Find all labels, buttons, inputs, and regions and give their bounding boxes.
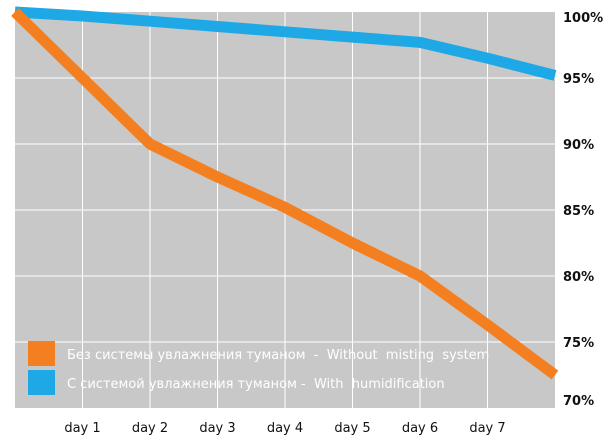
- x-tick-label-day-7: day 7: [469, 421, 505, 436]
- data-point-with-humidification-3: [217, 26, 218, 28]
- data-point-with-humidification-4: [284, 31, 286, 33]
- data-point-with-humidification-6: [419, 41, 421, 43]
- series-lines: [11, 6, 559, 380]
- y-tick-label-80: 80%: [563, 270, 594, 285]
- legend-swatch-with-humidification: [28, 370, 55, 395]
- x-tick-label-day-5: day 5: [334, 421, 370, 436]
- x-tick-label-day-4: day 4: [267, 421, 303, 436]
- data-point-without-misting-3: [217, 176, 218, 178]
- data-point-without-misting-1: [82, 77, 83, 79]
- y-tick-label-85: 85%: [563, 204, 594, 219]
- x-tick-label-day-2: day 2: [132, 421, 168, 436]
- data-point-without-misting-4: [284, 206, 286, 208]
- y-tick-label-75: 75%: [563, 336, 594, 351]
- data-point-with-humidification-2: [149, 20, 151, 22]
- data-point-without-misting-7: [487, 324, 488, 326]
- y-tick-label-95: 95%: [563, 72, 594, 87]
- data-point-without-misting-2: [149, 143, 151, 145]
- data-point-without-misting-0: [14, 11, 16, 13]
- data-point-with-humidification-8: [554, 74, 556, 76]
- data-point-with-humidification-7: [487, 57, 488, 59]
- x-tick-label-day-6: day 6: [402, 421, 438, 436]
- data-point-without-misting-6: [419, 275, 421, 277]
- data-point-without-misting-8: [554, 374, 556, 376]
- y-axis-ticks: 70% 75% 80% 85% 90% 95% 100%: [563, 11, 603, 409]
- data-point-with-humidification-1: [82, 15, 83, 17]
- legend-label-without-misting: Без системы увлажнения туманом - Without…: [67, 348, 489, 363]
- x-tick-label-day-3: day 3: [199, 421, 235, 436]
- y-tick-label-90: 90%: [563, 138, 594, 153]
- x-tick-label-day-1: day 1: [64, 421, 100, 436]
- data-point-without-misting-5: [352, 242, 353, 244]
- legend-label-with-humidification: С системой увлажнения туманом - With hum…: [67, 377, 445, 392]
- x-axis-ticks: day 1 day 2 day 3 day 4 day 5 day 6 day 7: [64, 421, 505, 436]
- y-tick-label-70: 70%: [563, 394, 594, 409]
- y-tick-label-100: 100%: [563, 11, 603, 26]
- legend: Без системы увлажнения туманом - Without…: [28, 341, 489, 395]
- legend-swatch-without-misting: [28, 341, 55, 366]
- data-point-with-humidification-5: [352, 36, 353, 38]
